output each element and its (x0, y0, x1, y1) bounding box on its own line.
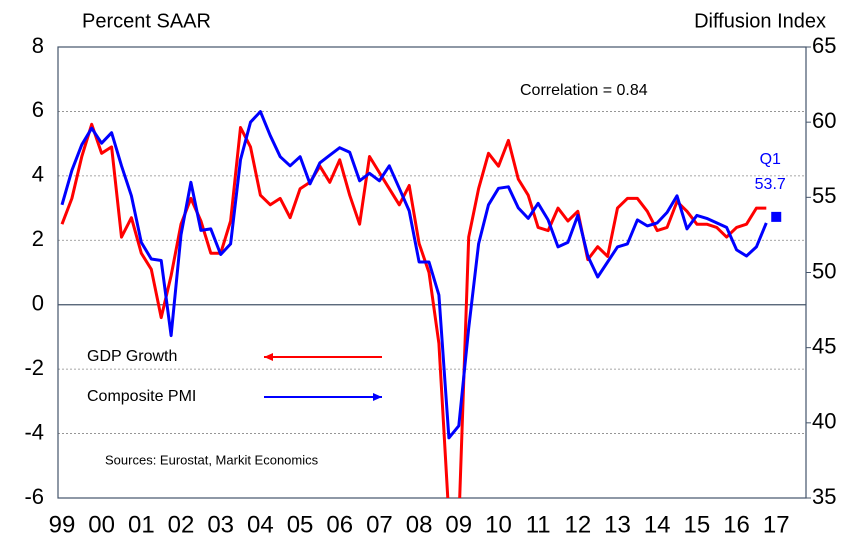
y-tick-label: -2 (24, 355, 44, 380)
y2-tick-label: 55 (812, 183, 836, 208)
y-tick-label: 0 (32, 291, 44, 316)
y-tick-label: -4 (24, 419, 44, 444)
y2-tick-label: 45 (812, 333, 836, 358)
y-tick-label: 2 (32, 226, 44, 251)
y-tick-label: 8 (32, 33, 44, 58)
y-tick-label: 6 (32, 97, 44, 122)
source: Sources: Eurostat, Markit Economics (105, 452, 319, 467)
x-tick-label: 03 (207, 511, 234, 538)
x-tick-label: 02 (168, 511, 195, 538)
x-tick-label: 01 (128, 511, 155, 538)
x-tick-label: 99 (49, 511, 76, 538)
x-tick-label: 06 (326, 511, 353, 538)
y2-tick-label: 60 (812, 108, 836, 133)
data-line (60, 122, 767, 498)
x-tick-label: 16 (723, 511, 750, 538)
y2-tick-label: 65 (812, 33, 836, 58)
x-tick-label: 04 (247, 511, 274, 538)
y2-axis-title: Diffusion Index (694, 10, 826, 32)
x-tick-label: 00 (88, 511, 115, 538)
x-tick-label: 15 (684, 511, 711, 538)
marker (771, 211, 782, 222)
x-tick-label: 17 (763, 511, 790, 538)
marker-label: Q1 (760, 151, 781, 168)
legend-label: Composite PMI (87, 388, 196, 405)
legend-arrow (264, 353, 273, 361)
x-tick-label: 12 (564, 511, 591, 538)
y2-tick-label: 35 (812, 484, 836, 509)
x-tick-label: 09 (445, 511, 472, 538)
data-line (60, 110, 768, 440)
x-tick-label: 11 (526, 511, 551, 538)
x-tick-label: 07 (366, 511, 393, 538)
y2-tick-label: 40 (812, 409, 836, 434)
y-tick-label: 4 (32, 162, 44, 187)
x-tick-label: 05 (287, 511, 314, 538)
x-tick-label: 10 (485, 511, 512, 538)
x-tick-label: 14 (644, 511, 671, 538)
legend-label: GDP Growth (87, 348, 177, 365)
x-tick-label: 08 (406, 511, 433, 538)
y-axis-title: Percent SAAR (82, 10, 211, 32)
y-tick-label: -6 (24, 484, 44, 509)
x-tick-label: 13 (604, 511, 631, 538)
plot-border (57, 46, 807, 499)
annotation: Correlation = 0.84 (520, 82, 648, 99)
y2-tick-label: 50 (812, 258, 836, 283)
legend-arrow (373, 393, 382, 401)
marker-value-label: 53.7 (755, 176, 786, 193)
